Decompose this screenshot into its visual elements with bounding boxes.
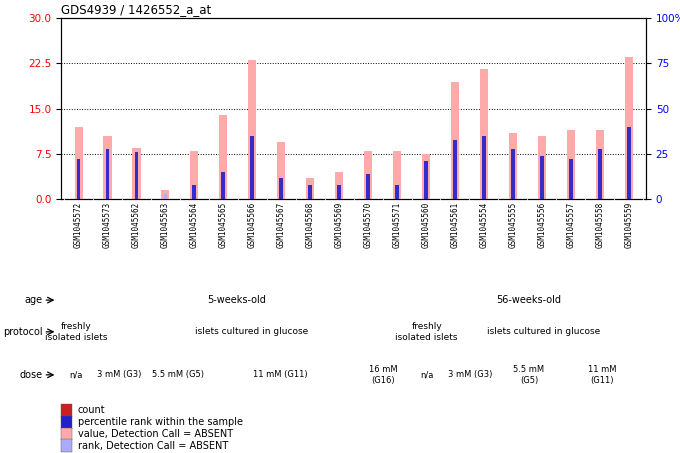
Text: GSM1045569: GSM1045569 [335,202,343,248]
Bar [395,185,399,199]
Text: GSM1045555: GSM1045555 [509,202,517,248]
Text: percentile rank within the sample: percentile rank within the sample [78,417,243,427]
Bar [480,69,488,199]
Bar [61,439,71,452]
Text: 11 mM (G11): 11 mM (G11) [253,371,308,379]
Bar [569,159,573,199]
Text: GDS4939 / 1426552_a_at: GDS4939 / 1426552_a_at [61,3,211,16]
Bar [248,60,256,199]
Bar [75,127,83,199]
Bar [453,140,457,199]
Text: 5.5 mM (G5): 5.5 mM (G5) [152,371,204,379]
Text: GSM1045567: GSM1045567 [277,202,286,248]
Bar [451,82,459,199]
Bar [219,115,227,199]
Bar [627,127,630,199]
Text: GSM1045563: GSM1045563 [161,202,170,248]
Bar [596,130,604,199]
Text: value, Detection Call = ABSENT: value, Detection Call = ABSENT [78,429,233,439]
Text: GSM1045564: GSM1045564 [190,202,199,248]
Bar [61,416,71,429]
Text: islets cultured in glucose: islets cultured in glucose [487,328,600,336]
Text: GSM1045568: GSM1045568 [306,202,315,248]
Bar [105,149,109,199]
Bar [624,58,632,199]
Bar [335,172,343,199]
Text: GSM1045561: GSM1045561 [450,202,460,248]
Text: dose: dose [19,370,42,380]
Text: GSM1045560: GSM1045560 [422,202,430,248]
Bar [540,156,543,199]
Text: GSM1045558: GSM1045558 [595,202,604,248]
Text: GSM1045566: GSM1045566 [248,202,257,248]
Bar [538,136,546,199]
Text: GSM1045570: GSM1045570 [364,202,373,248]
Bar [509,133,517,199]
Text: islets cultured in glucose: islets cultured in glucose [194,328,308,336]
Bar [277,142,286,199]
Bar [393,151,401,199]
Text: GSM1045556: GSM1045556 [537,202,546,248]
Bar [424,161,428,199]
Text: 3 mM (G3): 3 mM (G3) [97,371,142,379]
Text: 5.5 mM
(G5): 5.5 mM (G5) [513,365,545,385]
Text: 11 mM
(G11): 11 mM (G11) [588,365,616,385]
Bar [133,148,141,199]
Text: protocol: protocol [3,327,42,337]
Text: freshly
isolated islets: freshly isolated islets [396,322,458,342]
Text: 56-weeks-old: 56-weeks-old [496,295,562,305]
Bar [566,130,575,199]
Text: GSM1045554: GSM1045554 [479,202,488,248]
Bar [61,404,71,417]
Bar [337,185,341,199]
Bar [482,136,486,199]
Text: GSM1045557: GSM1045557 [566,202,575,248]
Bar [364,151,372,199]
Text: 3 mM (G3): 3 mM (G3) [448,371,493,379]
Bar [250,136,254,199]
Bar [279,178,283,199]
Bar [190,151,199,199]
Bar [308,185,312,199]
Text: GSM1045559: GSM1045559 [624,202,633,248]
Text: n/a: n/a [420,371,433,379]
Bar [163,194,167,199]
Text: GSM1045573: GSM1045573 [103,202,112,248]
Text: count: count [78,405,105,415]
Text: freshly
isolated islets: freshly isolated islets [45,322,107,342]
Text: GSM1045565: GSM1045565 [219,202,228,248]
Bar [61,428,71,440]
Bar [367,174,370,199]
Bar [422,154,430,199]
Bar [103,136,112,199]
Text: rank, Detection Call = ABSENT: rank, Detection Call = ABSENT [78,441,228,451]
Bar [598,149,602,199]
Text: GSM1045571: GSM1045571 [392,202,401,248]
Text: age: age [24,295,42,305]
Bar [306,178,314,199]
Bar [192,185,197,199]
Text: GSM1045562: GSM1045562 [132,202,141,248]
Bar [135,152,138,199]
Text: GSM1045572: GSM1045572 [74,202,83,248]
Text: 16 mM
(G16): 16 mM (G16) [369,365,397,385]
Bar [511,149,515,199]
Text: n/a: n/a [69,371,82,379]
Bar [77,159,80,199]
Bar [161,190,169,199]
Text: 5-weeks-old: 5-weeks-old [207,295,266,305]
Bar [222,172,225,199]
